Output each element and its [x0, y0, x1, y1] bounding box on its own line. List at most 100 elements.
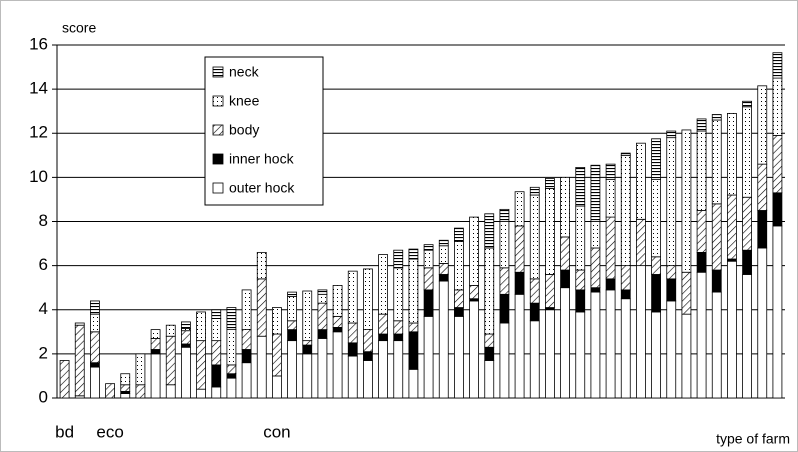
bar-segment: [620, 265, 631, 291]
bar-segment: [120, 393, 131, 399]
bar-segment: [332, 285, 343, 317]
bar-segment: [529, 194, 540, 280]
bar-segment: [772, 135, 783, 194]
bar-segment: [590, 287, 601, 293]
bar-segment: [529, 302, 540, 322]
bar-segment: [196, 388, 206, 399]
bar-segment: [575, 167, 586, 207]
bar-segment: [256, 251, 267, 280]
bar-segment: [90, 362, 100, 368]
bar-segment: [90, 300, 100, 315]
bar-segment: [636, 265, 646, 399]
bar-segment: [545, 309, 555, 399]
bar-segment: [499, 267, 510, 295]
bar-segment: [241, 329, 252, 350]
bar-segment: [454, 307, 464, 317]
bar-segment: [287, 329, 297, 342]
y-tick-label: 14: [29, 79, 48, 98]
bar-segment: [378, 313, 388, 335]
bar-segment: [393, 320, 404, 335]
bar-segment: [226, 307, 237, 331]
bar-segment: [317, 338, 328, 399]
bar-segment: [211, 309, 222, 319]
bar-segment: [438, 263, 449, 275]
bar-segment: [317, 329, 328, 339]
bar-segment: [363, 351, 373, 361]
bar-segment: [454, 289, 464, 308]
bar-segment: [711, 291, 722, 399]
bar-segment: [196, 311, 206, 342]
bar-segment: [727, 194, 737, 260]
bar-segment: [150, 338, 161, 350]
bar-segment: [423, 267, 434, 291]
bar-segment: [135, 353, 146, 386]
bar-segment: [363, 360, 373, 399]
bar-segment: [347, 342, 358, 357]
bar-segment: [742, 274, 752, 399]
bar-segment: [681, 129, 692, 273]
bar-segment: [772, 52, 783, 79]
bar-segment: [651, 274, 661, 313]
bar-segment: [423, 289, 434, 317]
bar-segment: [120, 384, 131, 392]
bar-segment: [287, 296, 297, 322]
bar-segment: [408, 322, 419, 333]
bar-segment: [560, 176, 570, 238]
legend-swatch: [212, 124, 224, 136]
bar-segment: [423, 244, 434, 251]
bar-segment: [150, 353, 161, 399]
bar-segment: [423, 315, 434, 399]
bar-segment: [226, 377, 237, 399]
bar-segment: [211, 386, 222, 399]
bar-segment: [605, 179, 616, 218]
bar-segment: [165, 335, 176, 386]
bar-segment: [408, 331, 419, 370]
bar-segment: [666, 137, 677, 267]
bar-segment: [757, 247, 768, 399]
bar-segment: [454, 227, 464, 242]
bar-segment: [651, 138, 661, 180]
bar-segment: [241, 349, 252, 364]
bar-segment: [636, 142, 646, 220]
bar-segment: [393, 249, 404, 269]
bar-segment: [347, 270, 358, 324]
bar-segment: [545, 188, 555, 275]
bar-segment: [696, 130, 707, 211]
bar-segment: [605, 289, 616, 399]
bar-segment: [681, 313, 692, 399]
bar-segment: [378, 340, 388, 399]
bar-segment: [711, 203, 722, 271]
bar-segment: [272, 375, 282, 399]
bar-segment: [727, 260, 737, 399]
bar-segment: [90, 331, 100, 364]
bar-segment: [59, 360, 70, 399]
x-tick-label: eco: [96, 422, 123, 441]
bar-segment: [332, 331, 343, 399]
bar-segment: [484, 333, 495, 348]
bar-segment: [711, 269, 722, 293]
y-tick-label: 12: [29, 123, 48, 142]
bar-segment: [393, 267, 404, 322]
bar-segment: [514, 225, 525, 273]
bar-segment: [529, 278, 540, 304]
bar-segment: [605, 278, 616, 291]
bar-segment: [620, 298, 631, 399]
bar-segment: [469, 216, 479, 286]
bar-segment: [302, 340, 313, 346]
bar-segment: [742, 196, 752, 251]
bar-segment: [256, 278, 267, 337]
bar-segment: [651, 311, 661, 399]
bar-segment: [226, 364, 237, 375]
bar-segment: [651, 256, 661, 275]
bar-segment: [711, 114, 722, 121]
bar-segment: [711, 119, 722, 205]
bar-segment: [727, 112, 737, 196]
bar-segment: [438, 239, 449, 247]
bar-segment: [590, 164, 601, 222]
bar-segment: [438, 274, 449, 282]
x-axis-label: type of farm: [716, 431, 790, 447]
bar-segment: [287, 340, 297, 399]
bar-segment: [302, 290, 313, 342]
bar-segment: [317, 293, 328, 304]
bar-segment: [256, 335, 267, 399]
